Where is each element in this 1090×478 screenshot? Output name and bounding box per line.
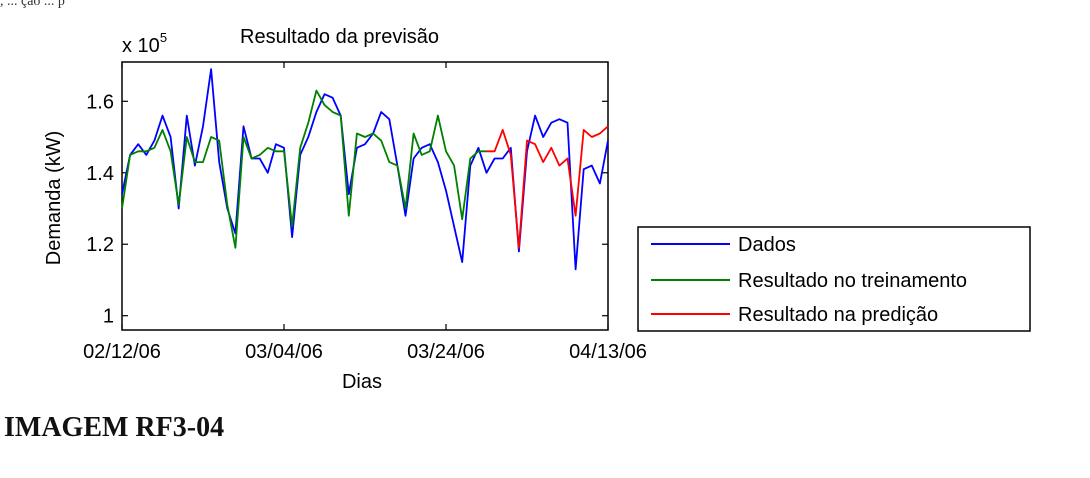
- series-line-1: [121, 89, 487, 249]
- x-tick-label: 03/24/06: [407, 341, 485, 363]
- x-axis-label: Dias: [342, 371, 382, 393]
- legend-label-predicao: Resultado na predição: [738, 304, 938, 326]
- y-tick-label: 1: [103, 306, 114, 328]
- y-tick-label: 1.2: [86, 234, 114, 256]
- figure-caption: IMAGEM RF3-04: [4, 412, 225, 443]
- x-tick-label: 02/12/06: [83, 341, 161, 363]
- tick-labels: 1 1.2 1.4 1.6 02/12/06 03/04/06 03/24/06 04/13/…: [83, 91, 647, 363]
- plot-area: [121, 61, 609, 331]
- y-tick-label: 1.6: [86, 91, 114, 113]
- legend-label-dados: Dados: [738, 234, 796, 256]
- series-line-2: [486, 125, 609, 249]
- y-tick-label: 1.4: [86, 163, 114, 185]
- x-tick-label: 04/13/06: [569, 341, 647, 363]
- legend-label-treinamento: Resultado no treinamento: [738, 270, 967, 292]
- y-multiplier-exponent: 5: [160, 30, 167, 45]
- chart-title: Resultado da previsão: [240, 26, 439, 48]
- cropped-text-fragment: , ... ção ... p: [0, 0, 65, 9]
- y-axis-label: Demanda (kW): [43, 131, 65, 265]
- x-tick-label: 03/04/06: [245, 341, 323, 363]
- series-layer: [121, 68, 609, 271]
- y-multiplier: x 105: [122, 30, 167, 57]
- chart: Resultado da previsão x 105 Demanda (kW)…: [43, 26, 1031, 393]
- legend: Dados Resultado no treinamento Resultado…: [637, 226, 1031, 332]
- y-multiplier-base: x 10: [122, 35, 160, 57]
